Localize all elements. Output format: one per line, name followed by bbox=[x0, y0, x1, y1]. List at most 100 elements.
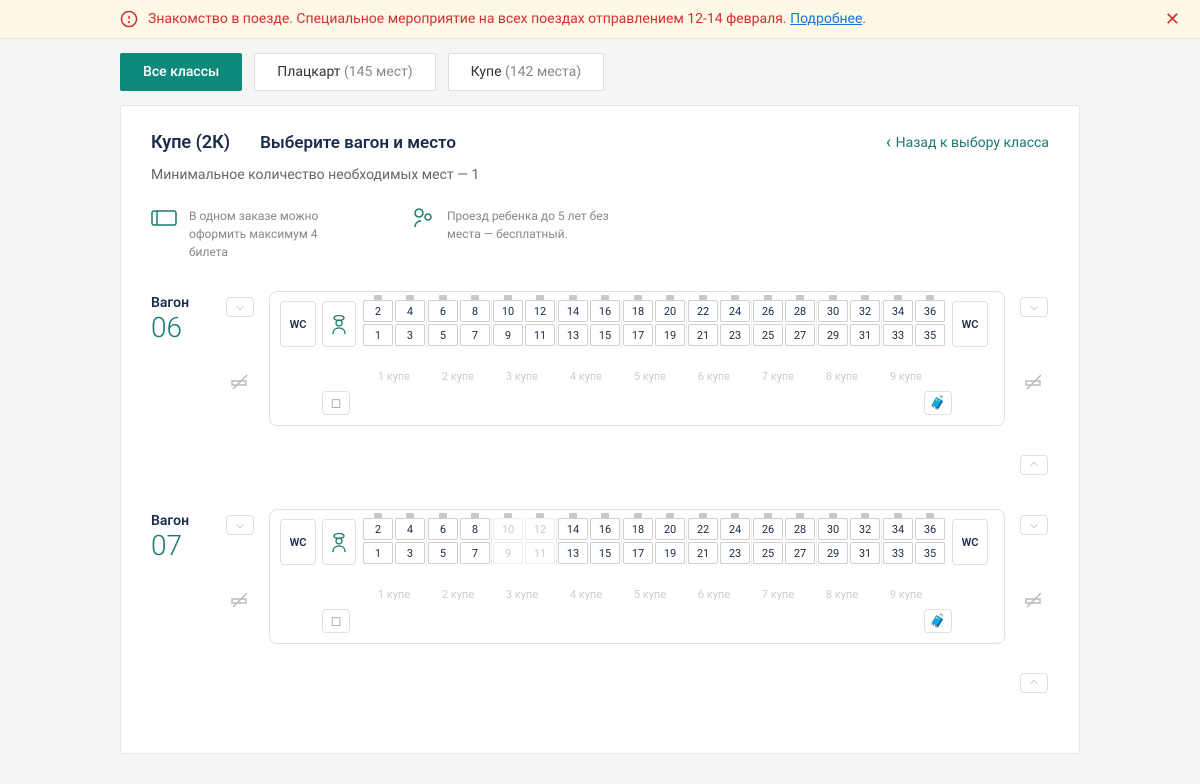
seat[interactable]: 12 bbox=[525, 300, 555, 322]
seat[interactable]: 4 bbox=[395, 300, 425, 322]
seat[interactable]: 2 bbox=[363, 300, 393, 322]
seat[interactable]: 24 bbox=[720, 518, 750, 540]
seat[interactable]: 29 bbox=[818, 324, 848, 346]
seat[interactable]: 26 bbox=[753, 300, 783, 322]
seat[interactable]: 22 bbox=[688, 518, 718, 540]
seat[interactable]: 30 bbox=[818, 518, 848, 540]
seat[interactable]: 27 bbox=[785, 542, 815, 564]
class-tab[interactable]: Плацкарт (145 мест) bbox=[254, 53, 435, 91]
seat[interactable]: 3 bbox=[395, 324, 425, 346]
seat[interactable]: 1 bbox=[363, 324, 393, 346]
seat[interactable]: 25 bbox=[753, 324, 783, 346]
seat[interactable]: 19 bbox=[655, 324, 685, 346]
scroll-down-button[interactable]: ⌵ bbox=[1020, 455, 1048, 475]
coupe-label: 3 купе bbox=[490, 370, 554, 383]
seat[interactable]: 33 bbox=[883, 542, 913, 564]
no-smoking-icon bbox=[230, 591, 250, 613]
seat[interactable]: 29 bbox=[818, 542, 848, 564]
seat[interactable]: 34 bbox=[883, 518, 913, 540]
seat[interactable]: 36 bbox=[915, 300, 945, 322]
class-tab[interactable]: Все классы bbox=[120, 53, 242, 91]
seat[interactable]: 32 bbox=[850, 518, 880, 540]
car-body: WC24136857101291114161315182017192224212… bbox=[269, 291, 1005, 426]
seat[interactable]: 22 bbox=[688, 300, 718, 322]
seat[interactable]: 36 bbox=[915, 518, 945, 540]
seat[interactable]: 3 bbox=[395, 542, 425, 564]
seat[interactable]: 16 bbox=[590, 300, 620, 322]
notice-text: Знакомство в поезде. Специальное меропри… bbox=[148, 11, 866, 27]
seat[interactable]: 27 bbox=[785, 324, 815, 346]
seat[interactable]: 13 bbox=[558, 324, 588, 346]
scroll-up-button[interactable]: ⌵ bbox=[226, 297, 254, 317]
scroll-up-button[interactable]: ⌵ bbox=[226, 515, 254, 535]
coupe: 6857 bbox=[427, 518, 492, 566]
seat[interactable]: 1 bbox=[363, 542, 393, 564]
seat[interactable]: 17 bbox=[623, 324, 653, 346]
notice-bar: Знакомство в поезде. Специальное меропри… bbox=[0, 0, 1200, 39]
seat[interactable]: 28 bbox=[785, 300, 815, 322]
class-tab[interactable]: Купе (142 места) bbox=[448, 53, 604, 91]
wagon-block: Вагон07⌵WC241368571012911141613151820171… bbox=[151, 509, 1049, 693]
seat[interactable]: 13 bbox=[558, 542, 588, 564]
seat[interactable]: 20 bbox=[655, 518, 685, 540]
scroll-up-button[interactable]: ⌵ bbox=[1020, 297, 1048, 317]
class-title: Купе (2К) bbox=[151, 132, 230, 153]
coupe: 2413 bbox=[362, 300, 427, 348]
wc-box: WC bbox=[280, 301, 316, 347]
seat[interactable]: 32 bbox=[850, 300, 880, 322]
seat[interactable]: 6 bbox=[428, 300, 458, 322]
seat[interactable]: 10 bbox=[493, 300, 523, 322]
seat[interactable]: 7 bbox=[460, 542, 490, 564]
seat[interactable]: 11 bbox=[525, 324, 555, 346]
seat[interactable]: 19 bbox=[655, 542, 685, 564]
seat[interactable]: 28 bbox=[785, 518, 815, 540]
seat[interactable]: 8 bbox=[460, 518, 490, 540]
coupe-label: 8 купе bbox=[810, 370, 874, 383]
seat[interactable]: 15 bbox=[590, 542, 620, 564]
seat[interactable]: 8 bbox=[460, 300, 490, 322]
seat[interactable]: 15 bbox=[590, 324, 620, 346]
scroll-down-button[interactable]: ⌵ bbox=[1020, 673, 1048, 693]
close-icon[interactable]: ✕ bbox=[1165, 9, 1180, 30]
seat[interactable]: 4 bbox=[395, 518, 425, 540]
seat[interactable]: 25 bbox=[753, 542, 783, 564]
seat[interactable]: 31 bbox=[850, 542, 880, 564]
seat[interactable]: 20 bbox=[655, 300, 685, 322]
seat[interactable]: 18 bbox=[623, 518, 653, 540]
seat[interactable]: 21 bbox=[688, 324, 718, 346]
back-to-class-link[interactable]: Назад к выбору класса bbox=[886, 132, 1049, 153]
seat[interactable]: 30 bbox=[818, 300, 848, 322]
seat[interactable]: 24 bbox=[720, 300, 750, 322]
coupe-label: 7 купе bbox=[746, 588, 810, 601]
seat[interactable]: 31 bbox=[850, 324, 880, 346]
seat[interactable]: 18 bbox=[623, 300, 653, 322]
seat[interactable]: 5 bbox=[428, 542, 458, 564]
seat[interactable]: 21 bbox=[688, 542, 718, 564]
seat[interactable]: 14 bbox=[558, 300, 588, 322]
seat[interactable]: 23 bbox=[720, 324, 750, 346]
scroll-up-button[interactable]: ⌵ bbox=[1020, 515, 1048, 535]
coupe-label: 2 купе bbox=[426, 588, 490, 601]
notice-link[interactable]: Подробнее bbox=[790, 11, 862, 27]
seat[interactable]: 34 bbox=[883, 300, 913, 322]
seat[interactable]: 7 bbox=[460, 324, 490, 346]
seat[interactable]: 16 bbox=[590, 518, 620, 540]
seat[interactable]: 2 bbox=[363, 518, 393, 540]
seat[interactable]: 17 bbox=[623, 542, 653, 564]
no-smoking-icon bbox=[1024, 373, 1044, 395]
seat[interactable]: 33 bbox=[883, 324, 913, 346]
info-text: Проезд ребенка до 5 лет без места — бесп… bbox=[447, 207, 611, 243]
coupe: 6857 bbox=[427, 300, 492, 348]
coupe-label: 6 купе bbox=[682, 370, 746, 383]
seat[interactable]: 26 bbox=[753, 518, 783, 540]
seat[interactable]: 9 bbox=[493, 324, 523, 346]
coupe-label: 1 купе bbox=[362, 370, 426, 383]
seat[interactable]: 35 bbox=[915, 324, 945, 346]
seat[interactable]: 23 bbox=[720, 542, 750, 564]
seat[interactable]: 5 bbox=[428, 324, 458, 346]
seat[interactable]: 35 bbox=[915, 542, 945, 564]
seat[interactable]: 14 bbox=[558, 518, 588, 540]
seat[interactable]: 6 bbox=[428, 518, 458, 540]
coupe: 1012911 bbox=[492, 518, 557, 566]
coupe-label: 2 купе bbox=[426, 370, 490, 383]
